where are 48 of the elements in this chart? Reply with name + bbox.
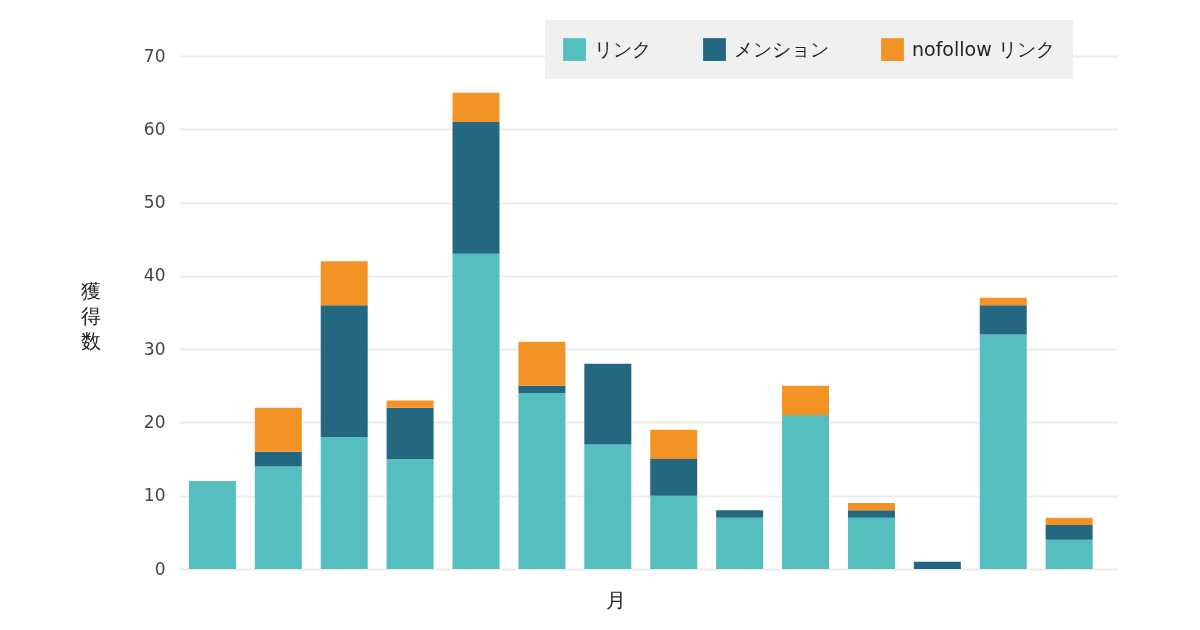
bar bbox=[386, 407, 434, 460]
legend-label: リンク bbox=[594, 37, 651, 60]
x-axis-title: 月 bbox=[605, 587, 626, 612]
y-tick-label: 50 bbox=[143, 192, 166, 213]
y-tick-label: 40 bbox=[143, 265, 166, 286]
bar bbox=[716, 510, 764, 518]
y-tick-label: 0 bbox=[154, 558, 166, 579]
bar bbox=[847, 510, 895, 518]
y-tick-label: 70 bbox=[143, 45, 166, 66]
bar bbox=[650, 429, 698, 460]
legend-label: メンション bbox=[734, 37, 829, 60]
bar bbox=[518, 341, 566, 386]
bar bbox=[518, 385, 566, 394]
bar bbox=[1045, 539, 1093, 569]
bar bbox=[979, 305, 1027, 335]
legend-label: nofollow リンク bbox=[912, 37, 1055, 60]
bar bbox=[452, 253, 500, 569]
bar bbox=[650, 495, 698, 569]
y-tick-label: 20 bbox=[143, 411, 166, 432]
y-axis-title: 獲得数 bbox=[80, 278, 101, 353]
bar bbox=[452, 92, 500, 122]
y-tick-label: 60 bbox=[143, 118, 166, 139]
bar bbox=[847, 517, 895, 569]
bar bbox=[782, 415, 830, 569]
bar bbox=[254, 451, 302, 467]
y-tick-label: 10 bbox=[143, 485, 166, 506]
bar bbox=[320, 437, 368, 569]
bar bbox=[254, 466, 302, 569]
bar bbox=[650, 459, 698, 496]
bar bbox=[979, 297, 1027, 306]
bar bbox=[386, 459, 434, 569]
bar bbox=[847, 503, 895, 511]
bar bbox=[913, 561, 961, 569]
bar bbox=[979, 334, 1027, 569]
bar bbox=[188, 481, 236, 569]
bar bbox=[518, 393, 566, 569]
bar bbox=[254, 407, 302, 452]
bar bbox=[1045, 525, 1093, 540]
bar bbox=[584, 444, 632, 569]
bar bbox=[320, 305, 368, 438]
bar bbox=[584, 363, 632, 445]
bar bbox=[716, 517, 764, 569]
bar bbox=[452, 121, 500, 254]
y-tick-label: 30 bbox=[143, 338, 166, 359]
bar bbox=[1045, 517, 1093, 526]
bar bbox=[320, 261, 368, 306]
bar bbox=[782, 385, 830, 416]
bar bbox=[386, 400, 434, 408]
